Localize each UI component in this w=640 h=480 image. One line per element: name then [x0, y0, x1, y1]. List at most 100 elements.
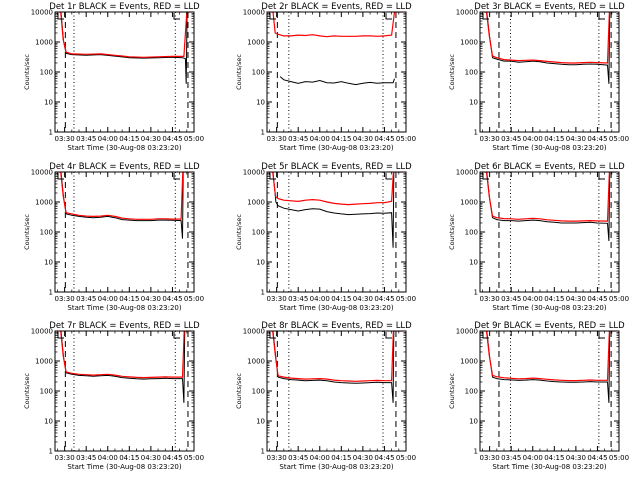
y-tick-label: 100: [40, 69, 53, 77]
x-tick-label: 05:00: [396, 295, 416, 303]
x-axis-label: Start Time (30-Aug-08 03:23:20): [492, 144, 606, 152]
panel-title: Det 3r BLACK = Events, RED = LLD: [474, 2, 625, 12]
x-tick-label: 04:00: [98, 135, 118, 143]
y-tick-label: 10000: [31, 9, 53, 17]
plot-frame: [479, 11, 620, 133]
x-tick-label: 04:45: [587, 135, 607, 143]
corner-marker: [385, 13, 392, 20]
y-tick-label: 10: [256, 259, 265, 267]
x-tick-label: 03:45: [501, 135, 521, 143]
x-axis-label: Start Time (30-Aug-08 03:23:20): [67, 304, 181, 312]
x-axis-label: Start Time (30-Aug-08 03:23:20): [67, 144, 181, 152]
x-axis-label: Start Time (30-Aug-08 03:23:20): [492, 304, 606, 312]
corner-marker: [482, 173, 489, 180]
x-tick-label: 04:00: [98, 454, 118, 462]
x-tick-label: 04:15: [331, 295, 351, 303]
x-tick-label: 04:30: [566, 135, 586, 143]
y-tick-label: 1: [474, 289, 478, 297]
y-tick-label: 10: [469, 259, 478, 267]
y-tick-label: 10: [256, 99, 265, 107]
plot-frame: [479, 330, 620, 452]
x-tick-label: 05:00: [396, 454, 416, 462]
x-axis-label: Start Time (30-Aug-08 03:23:20): [279, 304, 393, 312]
panel-7: Det 7r BLACK = Events, RED = LLD 1 10 100 10…: [23, 321, 204, 471]
x-tick-label: 04:30: [566, 454, 586, 462]
y-tick-label: 1: [261, 129, 265, 137]
x-tick-label: 04:30: [353, 295, 373, 303]
x-tick-label: 03:30: [55, 454, 75, 462]
x-tick-label: 05:00: [609, 295, 629, 303]
x-tick-label: 04:15: [544, 454, 564, 462]
x-tick-label: 04:00: [523, 454, 543, 462]
panel-title: Det 2r BLACK = Events, RED = LLD: [261, 2, 412, 12]
y-tick-label: 100: [465, 69, 478, 77]
y-axis-label: Counts/sec: [235, 214, 243, 250]
x-tick-label: 04:00: [98, 295, 118, 303]
y-tick-label: 10: [469, 418, 478, 426]
events-series-line: [480, 172, 617, 242]
x-tick-label: 04:30: [141, 295, 161, 303]
panel-title: Det 1r BLACK = Events, RED = LLD: [49, 2, 200, 12]
x-tick-label: 04:30: [141, 135, 161, 143]
y-tick-label: 1: [474, 448, 478, 456]
y-tick-label: 100: [40, 229, 53, 237]
x-tick-label: 04:45: [162, 454, 182, 462]
corner-marker: [57, 332, 64, 339]
y-tick-label: 100: [252, 69, 265, 77]
corner-marker: [482, 332, 489, 339]
x-tick-label: 03:30: [480, 454, 500, 462]
y-axis-label: Counts/sec: [23, 214, 31, 250]
x-tick-label: 03:30: [480, 295, 500, 303]
x-tick-label: 05:00: [396, 135, 416, 143]
lld-series-line: [55, 331, 192, 379]
panel-title: Det 4r BLACK = Events, RED = LLD: [49, 162, 200, 172]
y-tick-label: 100: [465, 388, 478, 396]
corner-marker: [598, 13, 605, 20]
corner-marker: [57, 173, 64, 180]
y-tick-label: 1: [474, 129, 478, 137]
corner-marker: [269, 332, 276, 339]
y-tick-label: 10: [256, 418, 265, 426]
plot-frame: [54, 11, 195, 133]
lld-series-line: [480, 172, 617, 222]
y-axis-label: Counts/sec: [448, 373, 456, 409]
corner-marker: [269, 173, 276, 180]
y-tick-label: 1: [49, 448, 53, 456]
y-tick-label: 1000: [35, 39, 53, 47]
x-tick-label: 04:45: [587, 454, 607, 462]
x-tick-label: 04:00: [523, 295, 543, 303]
corner-marker: [385, 332, 392, 339]
panel-8: Det 8r BLACK = Events, RED = LLD 1 10 100 10…: [235, 321, 416, 471]
y-tick-label: 10000: [31, 169, 53, 177]
y-tick-label: 1: [261, 448, 265, 456]
plot-frame: [266, 171, 407, 293]
panel-title: Det 6r BLACK = Events, RED = LLD: [474, 162, 625, 172]
x-tick-label: 05:00: [609, 454, 629, 462]
panel-5: Det 5r BLACK = Events, RED = LLD 1 10 100 10…: [235, 162, 416, 312]
x-tick-label: 04:45: [587, 295, 607, 303]
x-tick-label: 04:45: [374, 295, 394, 303]
lld-series-line: [267, 331, 404, 382]
x-tick-label: 04:15: [119, 295, 139, 303]
x-tick-label: 04:45: [374, 454, 394, 462]
plot-frame: [54, 330, 195, 452]
y-tick-label: 1000: [460, 358, 478, 366]
y-tick-label: 10000: [243, 9, 265, 17]
panel-title: Det 7r BLACK = Events, RED = LLD: [49, 321, 200, 331]
x-tick-label: 04:00: [523, 135, 543, 143]
x-tick-label: 04:15: [119, 454, 139, 462]
x-tick-label: 04:15: [331, 454, 351, 462]
x-tick-label: 04:15: [119, 135, 139, 143]
events-series-line: [267, 172, 404, 248]
y-tick-label: 10000: [456, 9, 478, 17]
y-tick-label: 1000: [460, 39, 478, 47]
panel-3: Det 3r BLACK = Events, RED = LLD 1 10 100 10…: [448, 2, 629, 152]
corner-marker: [57, 13, 64, 20]
y-tick-label: 1000: [247, 39, 265, 47]
x-tick-label: 04:30: [141, 454, 161, 462]
x-tick-label: 03:45: [501, 295, 521, 303]
panel-4: Det 4r BLACK = Events, RED = LLD 1 10 100 10…: [23, 162, 204, 312]
y-tick-label: 10000: [31, 328, 53, 336]
events-series-line: [480, 331, 617, 403]
